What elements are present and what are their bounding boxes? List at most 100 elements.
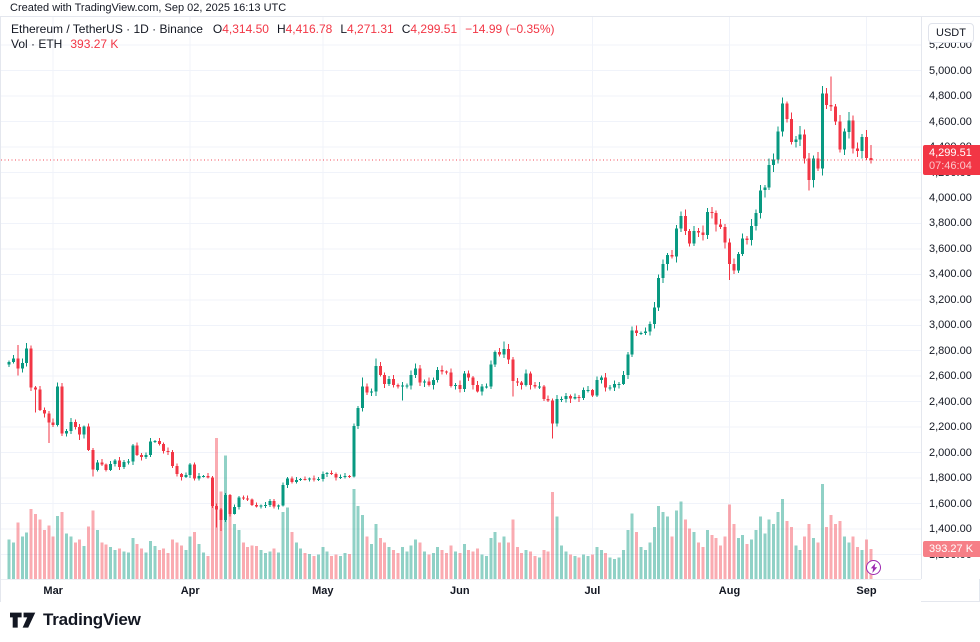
- volume-bar: [175, 542, 179, 579]
- candle-body: [303, 478, 307, 480]
- price-tick-label: 4,000.00: [929, 191, 972, 204]
- candle-body: [582, 390, 586, 398]
- candle-body: [215, 506, 219, 510]
- candle-body: [95, 462, 99, 470]
- volume-bar: [140, 548, 144, 579]
- attribution-text: Created with TradingView.com, Sep 02, 20…: [10, 2, 287, 14]
- price-axis[interactable]: 5,200.005,000.004,800.004,600.004,400.00…: [921, 17, 980, 579]
- volume-bar: [674, 510, 678, 579]
- volume-bar: [467, 550, 471, 579]
- volume-bar: [520, 553, 524, 579]
- candle-body: [299, 478, 303, 480]
- volume-bar: [201, 552, 205, 579]
- candle-body: [356, 408, 360, 427]
- volume-bar: [228, 504, 232, 579]
- candle-body: [126, 461, 130, 463]
- volume-bar: [643, 550, 647, 579]
- candle-body: [537, 386, 541, 388]
- go-to-realtime-flash-icon[interactable]: [866, 560, 881, 575]
- candle-body: [869, 157, 873, 160]
- candle-body: [250, 499, 254, 505]
- volume-bar: [449, 545, 453, 579]
- chart-widget: Ethereum / TetherUS · 1D · Binance O4,314…: [0, 16, 980, 602]
- volume-bar: [710, 534, 714, 579]
- volume-bar: [537, 557, 541, 579]
- candle-body: [590, 390, 594, 396]
- candle-body: [73, 421, 77, 427]
- volume-bar: [772, 524, 776, 579]
- candle-body: [91, 450, 95, 470]
- candle-body: [64, 430, 68, 434]
- candle-body: [82, 426, 86, 435]
- candle-body: [608, 387, 612, 389]
- candle-body: [520, 382, 524, 386]
- volume-bar: [445, 553, 449, 579]
- candle-body: [776, 131, 780, 160]
- volume-bar: [820, 483, 824, 579]
- volume-bar: [604, 553, 608, 579]
- candle-body: [60, 386, 64, 434]
- candle-body: [772, 159, 776, 165]
- volume-bar: [829, 515, 833, 579]
- candle-body: [405, 385, 409, 387]
- price-tick-label: 1,600.00: [929, 497, 972, 510]
- volume-axis-label: 393.27 K: [923, 541, 980, 557]
- volume-bar: [312, 556, 316, 579]
- volume-bar: [856, 547, 860, 579]
- price-tick-label: 2,200.00: [929, 421, 972, 434]
- symbol-title[interactable]: Ethereum / TetherUS · 1D · Binance: [11, 22, 203, 36]
- candle-body: [135, 445, 139, 455]
- volume-bar: [811, 537, 815, 579]
- candle-body: [736, 254, 740, 271]
- volume-bar: [272, 548, 276, 579]
- candle-body: [462, 373, 466, 389]
- bar-countdown: 07:46:04: [929, 160, 972, 172]
- candle-body: [113, 460, 117, 464]
- candle-body: [577, 397, 581, 399]
- candle-body: [750, 225, 754, 240]
- candle-body: [493, 352, 497, 365]
- volume-bar: [582, 554, 586, 579]
- candle-body: [290, 478, 294, 482]
- volume-bar: [263, 553, 267, 579]
- volume-bar: [294, 542, 298, 579]
- chart-plot-area[interactable]: [1, 17, 921, 579]
- candle-body: [330, 473, 334, 475]
- volume-bar: [122, 551, 126, 579]
- candle-body: [11, 358, 15, 362]
- candle-body: [489, 364, 493, 387]
- volume-bar: [498, 542, 502, 579]
- candle-body: [162, 444, 166, 452]
- volume-bar: [418, 542, 422, 579]
- volume-bar: [635, 531, 639, 579]
- legend-volume-row: Vol · ETH 393.27 K: [11, 37, 555, 51]
- volume-bar: [325, 551, 329, 579]
- volume-bar: [697, 542, 701, 579]
- candle-body: [409, 374, 413, 386]
- price-tick-label: 3,800.00: [929, 217, 972, 230]
- candle-body: [206, 475, 210, 478]
- candle-body: [7, 361, 11, 365]
- candle-body: [436, 369, 440, 380]
- candle-body: [47, 413, 51, 423]
- candle-body: [617, 383, 621, 385]
- candle-body: [387, 379, 391, 384]
- volume-bar: [458, 553, 462, 579]
- volume-study-title[interactable]: Vol · ETH: [11, 37, 63, 51]
- candle-body: [224, 495, 228, 520]
- volume-bar: [193, 531, 197, 579]
- volume-bar: [219, 491, 223, 579]
- price-tick-label: 2,600.00: [929, 370, 972, 383]
- time-axis[interactable]: Mar Apr May Jun Jul Aug Sep: [1, 579, 921, 602]
- volume-bar: [621, 550, 625, 579]
- volume-bar: [546, 551, 550, 579]
- volume-bar: [683, 519, 687, 579]
- price-tick-label: 3,200.00: [929, 293, 972, 306]
- volume-bar: [754, 530, 758, 579]
- candle-body: [670, 255, 674, 257]
- volume-bar: [60, 511, 64, 579]
- tradingview-logo[interactable]: TradingView: [10, 610, 141, 630]
- currency-toggle-button[interactable]: USDT: [928, 23, 974, 43]
- candle-body: [661, 264, 665, 279]
- volume-bar: [560, 545, 563, 579]
